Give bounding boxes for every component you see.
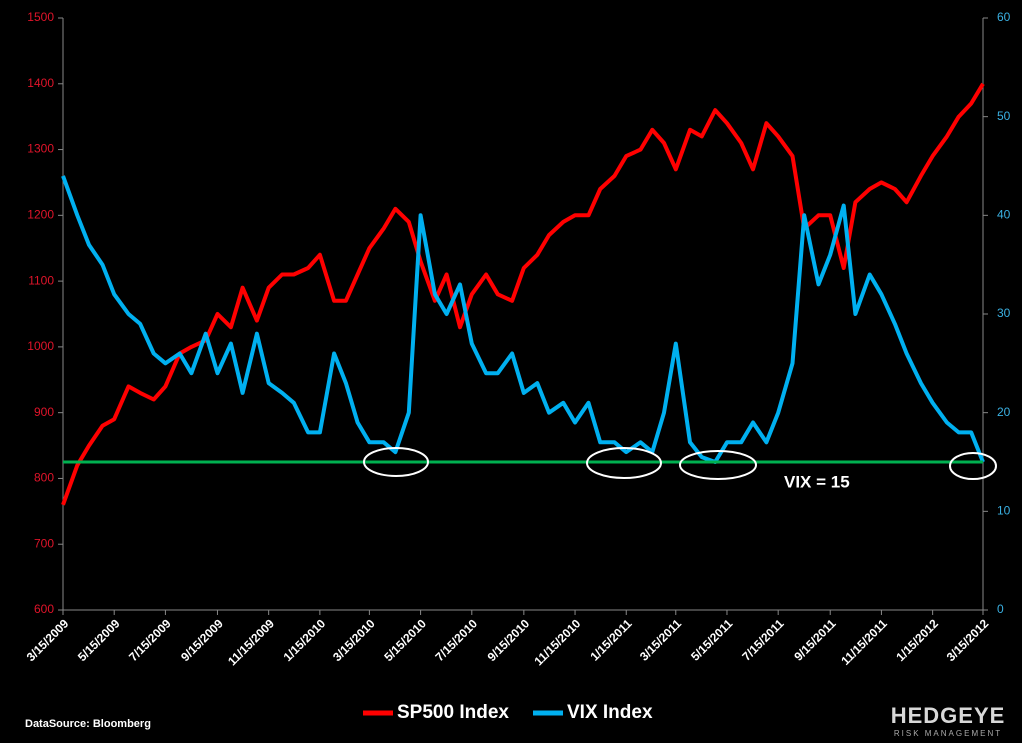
logo-tagline: RISK MANAGEMENT [894, 729, 1002, 738]
y-tick-label: 800 [34, 471, 54, 485]
highlight-ellipse [949, 452, 997, 480]
y2-tick-label: 40 [997, 208, 1011, 222]
y2-tick-label: 30 [997, 306, 1011, 320]
legend-label: SP500 Index [397, 702, 509, 723]
y-tick-label: 1300 [27, 142, 54, 156]
y-tick-label: 600 [34, 602, 54, 616]
highlight-ellipse [679, 450, 757, 480]
logo-name: HEDGEYE [891, 703, 1006, 728]
highlight-ellipses [363, 447, 997, 480]
highlight-ellipse [363, 447, 429, 477]
y-tick-label: 1500 [27, 10, 54, 24]
series-line [61, 82, 985, 506]
highlight-ellipse [586, 447, 662, 479]
y-tick-label: 1400 [27, 76, 54, 90]
reference-label: VIX = 15 [784, 472, 850, 491]
y-tick-label: 900 [34, 405, 54, 419]
y-tick-label: 1200 [27, 208, 54, 222]
y2-tick-label: 10 [997, 504, 1011, 518]
y2-tick-label: 0 [997, 602, 1004, 616]
y2-tick-label: 20 [997, 405, 1011, 419]
y2-tick-label: 60 [997, 10, 1011, 24]
y-tick-label: 1000 [27, 339, 54, 353]
y-tick-label: 1100 [28, 273, 54, 287]
y-tick-label: 700 [34, 536, 54, 550]
y2-tick-label: 50 [997, 109, 1011, 123]
legend-label: VIX Index [567, 702, 653, 723]
source-note: DataSource: Bloomberg [25, 718, 151, 730]
series-line [61, 175, 985, 464]
